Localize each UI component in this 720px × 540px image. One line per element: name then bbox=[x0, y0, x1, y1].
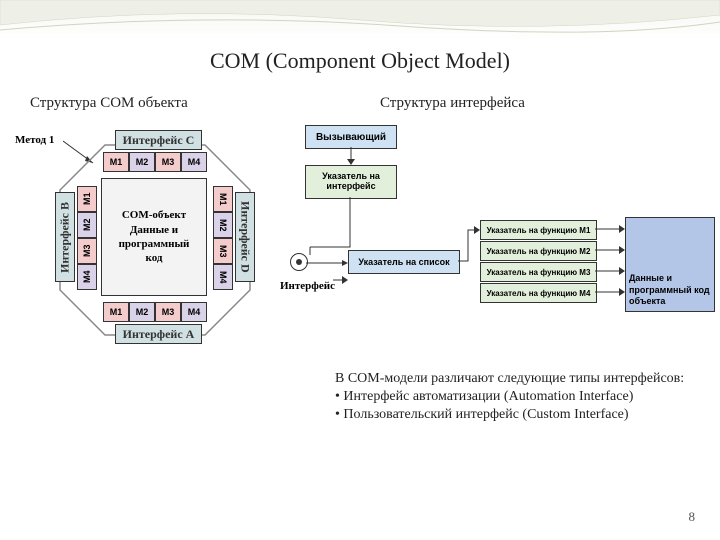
center-line: код bbox=[146, 251, 163, 265]
interface-structure-diagram: Вызывающий Указатель на интерфейс Интерф… bbox=[285, 125, 715, 345]
data-line: Данные и bbox=[629, 273, 672, 285]
interface-c-label: Интерфейс C bbox=[115, 130, 202, 150]
page-title: COM (Component Object Model) bbox=[0, 48, 720, 74]
m-cell: M3 bbox=[155, 152, 181, 172]
center-line: COM-объект bbox=[122, 208, 186, 222]
m-cell: M2 bbox=[77, 212, 97, 238]
center-line: Данные и bbox=[130, 223, 178, 237]
body-line: • Пользовательский интерфейс (Custom Int… bbox=[335, 406, 695, 424]
m-cell: M1 bbox=[213, 186, 233, 212]
m-cell: M2 bbox=[129, 152, 155, 172]
fn-ptr-box: Указатель на функцию M4 bbox=[480, 283, 597, 303]
body-text: В COM-модели различают следующие типы ин… bbox=[335, 370, 695, 425]
subtitle-left: Структура COM объекта bbox=[30, 95, 188, 112]
m-cell: M1 bbox=[103, 302, 129, 322]
data-line: объекта bbox=[629, 296, 665, 308]
interface-b-label: Интерфейс B bbox=[55, 192, 75, 282]
fn-arrows bbox=[595, 220, 625, 305]
m-cell: M3 bbox=[155, 302, 181, 322]
body-line: В COM-модели различают следующие типы ин… bbox=[335, 370, 695, 388]
data-code-box: Данные и программный код объекта bbox=[625, 217, 715, 312]
m-cell: M4 bbox=[181, 302, 207, 322]
interface-d-label: Интерфейс D bbox=[235, 192, 255, 282]
arrow-elbow-icon bbox=[305, 197, 405, 257]
interface-a-label: Интерфейс A bbox=[115, 324, 202, 344]
caller-box: Вызывающий bbox=[305, 125, 397, 149]
fn-ptr-box: Указатель на функцию M1 bbox=[480, 220, 597, 240]
m-cell: M3 bbox=[213, 238, 233, 264]
m-cell: M2 bbox=[213, 212, 233, 238]
m-cell: M4 bbox=[213, 264, 233, 290]
m-cell: M1 bbox=[103, 152, 129, 172]
m-cell: M1 bbox=[77, 186, 97, 212]
arrow-right-icon bbox=[333, 275, 348, 285]
m-cell: M4 bbox=[77, 264, 97, 290]
m-cell: M3 bbox=[77, 238, 97, 264]
ptr-interface-box: Указатель на интерфейс bbox=[305, 165, 397, 199]
interface-label: Интерфейс bbox=[280, 280, 335, 292]
data-line: программный код bbox=[629, 285, 710, 297]
method1-label: Метод 1 bbox=[15, 134, 54, 146]
arrow-right-icon bbox=[306, 260, 348, 266]
page-number: 8 bbox=[689, 509, 696, 525]
fn-ptr-box: Указатель на функцию M2 bbox=[480, 241, 597, 261]
m-cell: M4 bbox=[181, 152, 207, 172]
arrow-elbow-icon bbox=[458, 225, 480, 265]
decorative-wave bbox=[0, 0, 720, 40]
com-object-center: COM-объект Данные и программный код bbox=[101, 178, 207, 296]
com-object-diagram: Метод 1 Интерфейс C M1 M2 M3 M4 M1 M2 M3… bbox=[25, 130, 275, 360]
arrow-down-icon bbox=[345, 147, 357, 165]
center-line: программный bbox=[119, 237, 190, 251]
subtitle-right: Структура интерфейса bbox=[380, 95, 525, 112]
body-line: • Интерфейс автоматизации (Automation In… bbox=[335, 388, 695, 406]
fn-ptr-box: Указатель на функцию M3 bbox=[480, 262, 597, 282]
m-cell: M2 bbox=[129, 302, 155, 322]
ptr-list-box: Указатель на список bbox=[348, 250, 460, 274]
